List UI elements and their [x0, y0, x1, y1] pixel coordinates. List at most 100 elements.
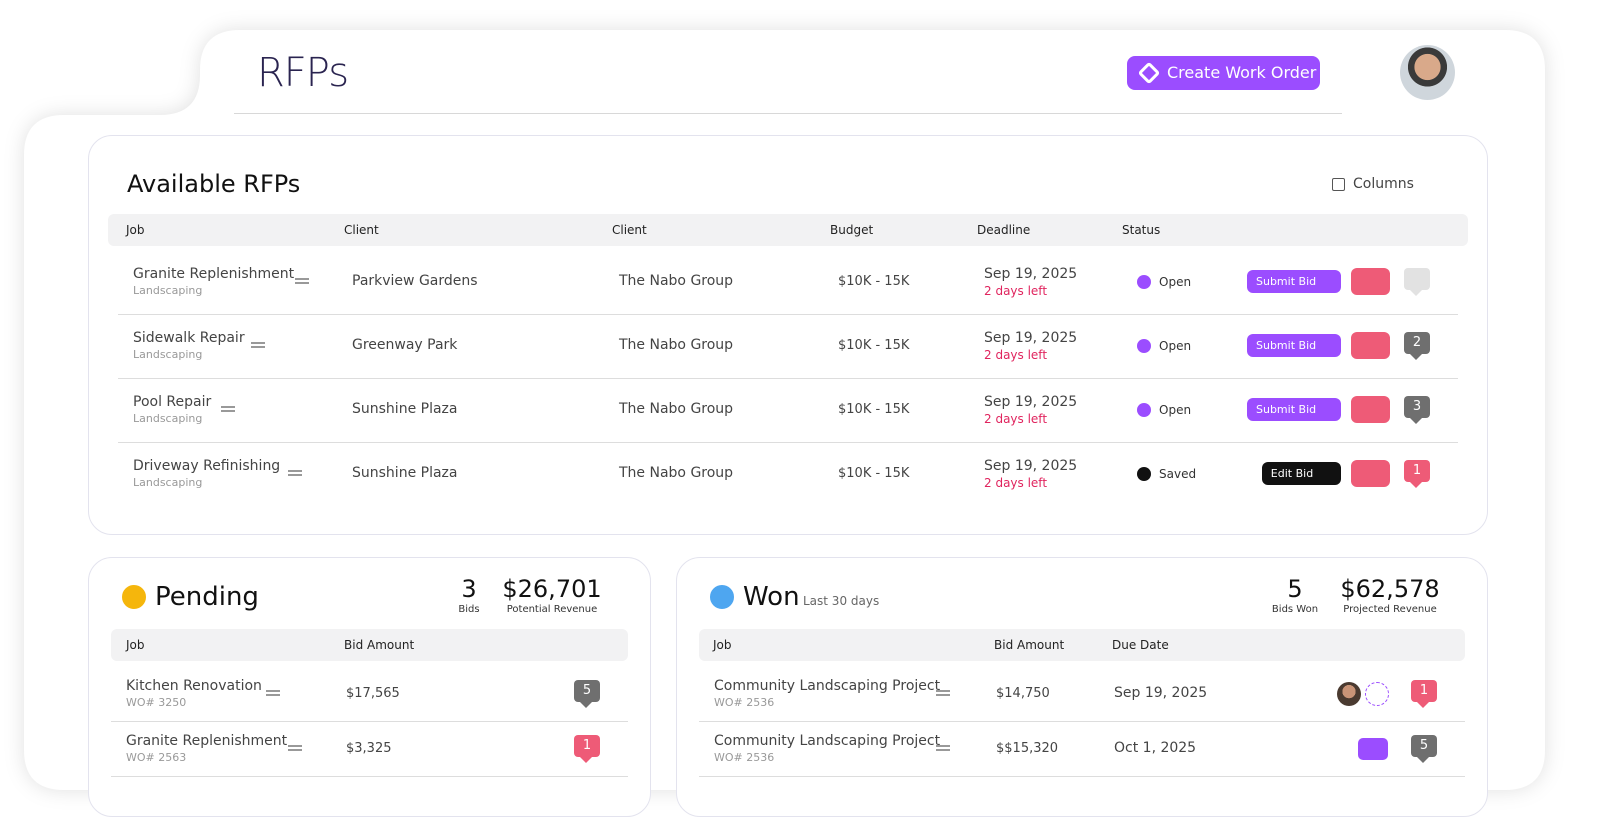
- stat-value: $62,578: [1340, 575, 1440, 604]
- action-button[interactable]: [1247, 270, 1341, 293]
- pending-card: [88, 557, 651, 817]
- comment-bubble[interactable]: 1: [1411, 680, 1437, 708]
- job-name: Granite Replenishment: [126, 733, 288, 750]
- row-divider: [699, 776, 1465, 777]
- due-date: Sep 19, 2025: [1114, 685, 1208, 702]
- action-button[interactable]: [1261, 462, 1341, 485]
- details-icon[interactable]: [935, 745, 950, 751]
- page-title: RFPs: [257, 50, 349, 96]
- section-icon: [122, 585, 146, 609]
- work-order: WO# 2536: [714, 696, 775, 710]
- column-header: Bid Amount: [344, 637, 415, 652]
- deadline: Sep 19, 2025: [984, 330, 1078, 347]
- job-name: Sidewalk Repair: [133, 330, 245, 347]
- days-left: 2 days left: [984, 411, 1048, 426]
- comment-bubble[interactable]: 1: [574, 735, 600, 763]
- bid-amount: $14,750: [996, 685, 1050, 701]
- header-divider: [234, 113, 1342, 114]
- budget: $10K - 15K: [838, 401, 910, 417]
- column-header: Bid Amount: [994, 637, 1065, 652]
- section-title: Won: [743, 581, 800, 612]
- action-label: Submit Bid: [1256, 339, 1317, 353]
- budget: $10K - 15K: [838, 273, 910, 289]
- column-header: Job: [713, 637, 732, 652]
- row-divider: [118, 378, 1458, 379]
- row-divider: [111, 721, 628, 722]
- job-name: Kitchen Renovation: [126, 678, 262, 695]
- avatar: [1400, 45, 1455, 100]
- job-name: Community Landscaping Project: [714, 678, 941, 695]
- details-icon[interactable]: [266, 690, 281, 696]
- column-header: Job: [126, 222, 145, 237]
- details-icon[interactable]: [295, 278, 310, 284]
- reject-button[interactable]: [1351, 460, 1390, 487]
- bid-amount: $3,325: [346, 740, 392, 756]
- reject-button[interactable]: [1351, 268, 1390, 295]
- client: Greenway Park: [352, 337, 458, 354]
- create-button[interactable]: [1127, 56, 1320, 90]
- deadline: Sep 19, 2025: [984, 394, 1078, 411]
- card-title: Available RFPs: [127, 170, 301, 199]
- client: The Nabo Group: [619, 465, 734, 482]
- status: Saved: [1159, 466, 1197, 481]
- comment-bubble[interactable]: 5: [1411, 735, 1437, 763]
- stat-value: 3: [461, 575, 477, 604]
- budget: $10K - 15K: [838, 465, 910, 481]
- job-category: Landscaping: [133, 476, 203, 490]
- status: Open: [1159, 274, 1192, 289]
- details-icon[interactable]: [935, 690, 950, 696]
- days-left: 2 days left: [984, 283, 1048, 298]
- bid-amount: $17,565: [346, 685, 400, 701]
- action-button[interactable]: [1247, 334, 1341, 357]
- section-title: Pending: [155, 581, 259, 612]
- status-icon: [1137, 467, 1151, 481]
- status: Open: [1159, 402, 1192, 417]
- job-category: Landscaping: [133, 284, 203, 298]
- status-icon: [1137, 339, 1151, 353]
- comment-bubble[interactable]: [1404, 268, 1430, 296]
- columns-icon: [1332, 178, 1345, 191]
- details-icon[interactable]: [288, 470, 302, 476]
- client: Parkview Gardens: [352, 273, 478, 290]
- stat-label: Projected Revenue: [1343, 604, 1437, 615]
- stat-label: Bids: [458, 604, 480, 615]
- stat-label: Potential Revenue: [506, 604, 598, 615]
- days-left: 2 days left: [984, 347, 1048, 362]
- section-icon: [710, 585, 734, 609]
- status: Open: [1159, 338, 1192, 353]
- bid-amount: $$15,320: [996, 740, 1059, 756]
- comment-bubble[interactable]: 3: [1404, 396, 1430, 424]
- details-icon[interactable]: [221, 406, 236, 412]
- calendar-button[interactable]: [1358, 738, 1388, 760]
- row-divider: [118, 442, 1458, 443]
- status-icon: [1137, 403, 1151, 417]
- row-divider: [699, 721, 1465, 722]
- days-left: 2 days left: [984, 475, 1048, 490]
- due-date: Oct 1, 2025: [1114, 740, 1197, 757]
- column-header: Deadline: [977, 222, 1031, 237]
- column-header: Client: [344, 222, 379, 237]
- client: The Nabo Group: [619, 401, 734, 418]
- comment-bubble[interactable]: 2: [1404, 332, 1430, 360]
- assign-button[interactable]: [1365, 682, 1389, 706]
- client: The Nabo Group: [619, 273, 734, 290]
- work-order: WO# 2563: [126, 751, 187, 765]
- column-header: Status: [1122, 222, 1161, 237]
- reject-button[interactable]: [1351, 396, 1390, 423]
- column-header: Job: [126, 637, 145, 652]
- reject-button[interactable]: [1351, 332, 1390, 359]
- details-icon[interactable]: [251, 342, 265, 348]
- columns-button[interactable]: Columns: [1353, 176, 1414, 193]
- action-label: Submit Bid: [1256, 403, 1317, 417]
- details-icon[interactable]: [288, 745, 303, 751]
- action-label: Edit Bid: [1270, 467, 1314, 481]
- comment-bubble[interactable]: 5: [574, 680, 600, 708]
- table-header: [111, 629, 628, 661]
- comment-bubble[interactable]: 1: [1404, 460, 1430, 488]
- table-header: [699, 629, 1465, 661]
- column-header: Client: [612, 222, 647, 237]
- action-button[interactable]: [1247, 398, 1341, 421]
- client: The Nabo Group: [619, 337, 734, 354]
- job-name: Pool Repair: [133, 394, 212, 411]
